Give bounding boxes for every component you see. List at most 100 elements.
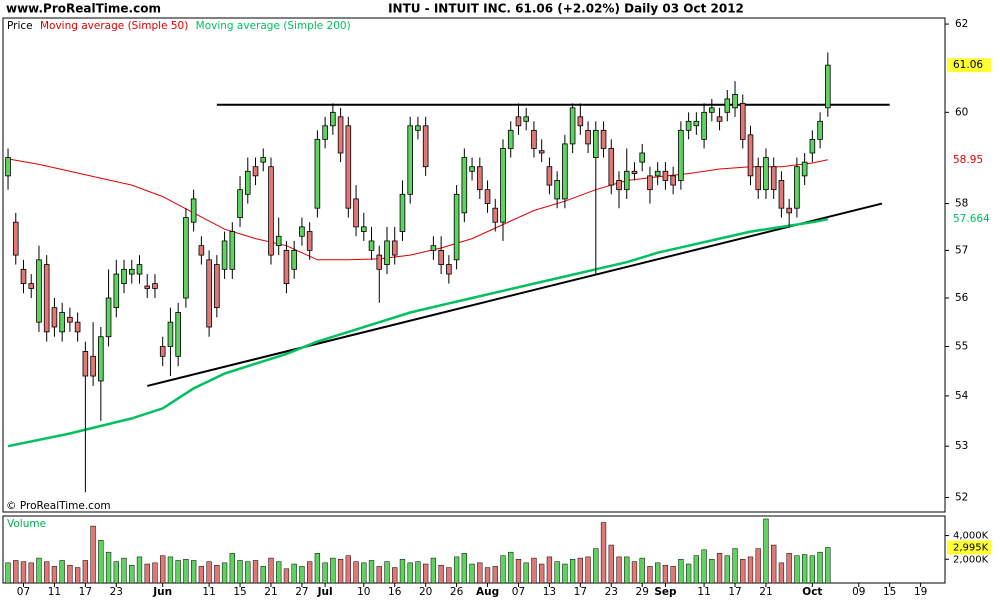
volume-bar: [515, 559, 522, 584]
volume-bar: [105, 551, 112, 584]
volume-bar: [160, 555, 166, 584]
candle-body: [353, 198, 359, 228]
volume-tick-label: 4,000K: [953, 531, 989, 542]
candle-body: [415, 125, 421, 131]
legend-price: Price: [7, 20, 33, 32]
volume-bar: [82, 560, 89, 584]
x-tick-label: Sep: [654, 586, 677, 598]
volume-bar: [98, 540, 104, 584]
candle-body: [237, 189, 243, 218]
candle-body: [51, 307, 58, 328]
volume-bar: [825, 547, 831, 584]
price-panel: [2, 17, 946, 513]
candle-body: [28, 283, 35, 289]
x-tick-label: 11: [48, 586, 61, 598]
volume-bar: [809, 555, 816, 584]
candle-body: [391, 240, 398, 256]
candle-body: [244, 170, 251, 195]
y-tick-label: 56: [955, 292, 969, 304]
volume-bar: [755, 548, 761, 584]
candle-body: [794, 166, 800, 209]
x-tick-label: 26: [450, 586, 464, 598]
candle-body: [90, 355, 96, 377]
candle-body: [662, 170, 669, 181]
candle-body: [507, 129, 514, 149]
volume-bar: [724, 555, 730, 584]
candle-body: [554, 180, 560, 200]
candle-body: [345, 125, 352, 209]
last-price-tag: 61.06: [953, 59, 983, 71]
volume-bar: [59, 560, 65, 584]
candle-body: [198, 245, 205, 256]
candle-body: [376, 254, 383, 270]
candle-body: [492, 207, 499, 223]
volume-bar: [562, 563, 568, 584]
candle-body: [469, 166, 475, 172]
candle-body: [569, 107, 576, 145]
candle-body: [113, 273, 120, 309]
volume-bar: [113, 561, 119, 584]
volume-bar: [74, 567, 81, 584]
volume-bar: [276, 561, 282, 584]
ma-tag: 57.664: [953, 213, 990, 225]
volume-bar: [5, 562, 11, 584]
y-tick-label: 57: [955, 244, 968, 256]
volume-bar: [198, 566, 205, 584]
x-tick-label: 07: [17, 586, 30, 598]
candle-body: [183, 217, 189, 299]
candle-body: [12, 221, 19, 256]
volume-bar: [539, 563, 545, 584]
volume-bar: [13, 560, 19, 584]
volume-bar: [801, 554, 808, 584]
candle-body: [732, 94, 738, 109]
volume-bar: [129, 564, 135, 584]
candle-body: [585, 129, 591, 145]
volume-bar: [291, 563, 297, 584]
candle-body: [801, 161, 808, 177]
volume-bar: [546, 556, 553, 584]
candle-body: [755, 166, 762, 191]
volume-bar: [577, 557, 583, 584]
candle-body: [128, 268, 135, 275]
x-tick-label: 17: [574, 586, 587, 598]
volume-bar: [361, 562, 367, 584]
candle-body: [74, 321, 81, 333]
candle-body: [500, 148, 506, 223]
x-tick-label: Jun: [152, 586, 172, 598]
candle-body: [36, 259, 42, 323]
candle-body: [229, 231, 236, 270]
candle-body: [446, 264, 452, 275]
volume-bar: [655, 562, 661, 584]
volume-bar: [484, 567, 491, 584]
x-tick-label: 17: [728, 586, 741, 598]
candle-body: [515, 116, 522, 127]
candle-body: [778, 180, 785, 209]
x-tick-label: 13: [543, 586, 556, 598]
candle-body: [152, 283, 158, 289]
candle-body: [306, 231, 313, 251]
x-tick-label: 23: [110, 586, 123, 598]
candle-body: [167, 321, 174, 347]
volume-bar: [376, 566, 382, 584]
volume-bar: [732, 548, 738, 584]
candle-body: [322, 125, 328, 140]
candle-body: [770, 166, 777, 191]
candle-body: [136, 264, 143, 275]
volume-bar: [90, 525, 96, 584]
y-tick-label: 52: [955, 491, 968, 503]
candle-body: [701, 111, 707, 140]
candle-body: [206, 259, 212, 328]
volume-bar: [593, 548, 599, 584]
volume-bar: [500, 555, 506, 584]
volume-bar: [423, 563, 429, 584]
volume-bar: [678, 559, 684, 584]
candle-body: [531, 129, 537, 149]
volume-bar: [616, 556, 622, 584]
volume-bar: [307, 561, 313, 584]
volume-bar: [670, 566, 676, 584]
volume-bar: [446, 567, 452, 584]
x-tick-label: 20: [419, 586, 432, 598]
volume-bar: [453, 556, 460, 584]
volume-bar: [353, 561, 359, 584]
